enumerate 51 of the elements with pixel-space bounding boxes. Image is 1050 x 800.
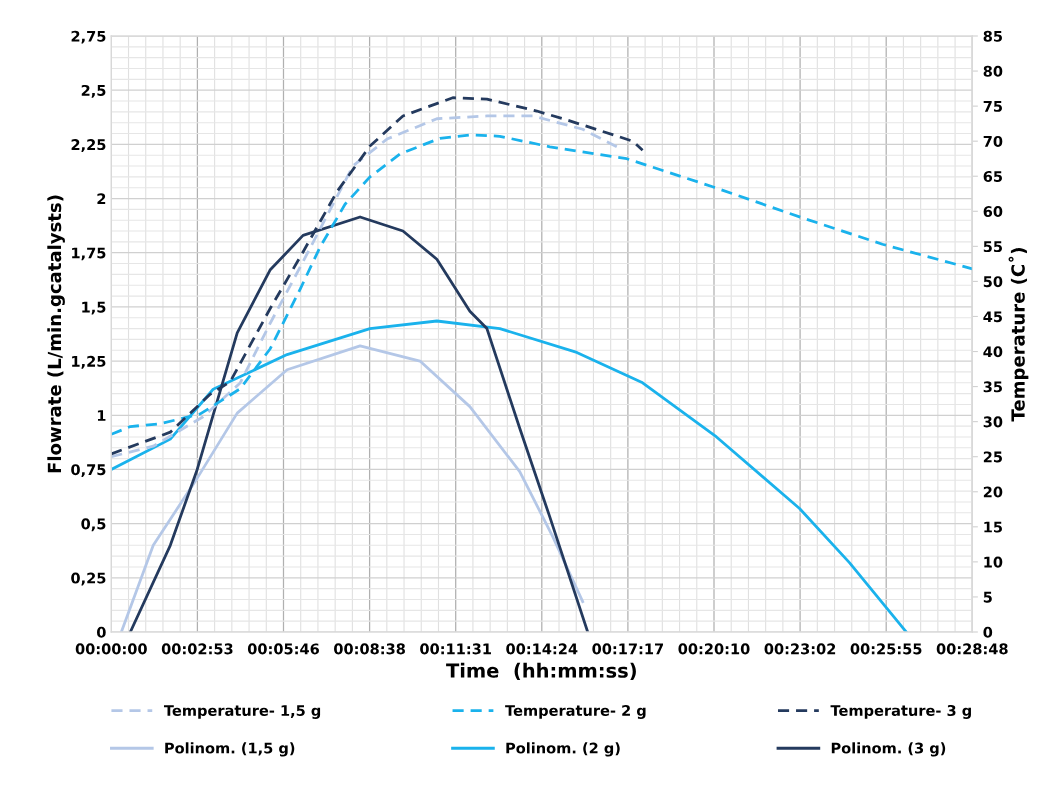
y-tick-label: 1 — [97, 410, 106, 421]
y-tick-label: 2,75 — [71, 30, 106, 44]
x-tick-label: 00:14:24 — [506, 643, 578, 655]
y2-tick-label: 65 — [983, 170, 1002, 182]
y-tick-label: 0,5 — [81, 518, 106, 532]
line-series — [119, 344, 585, 632]
x-tick-label: 00:11:31 — [420, 643, 491, 655]
y2-tick-label: 35 — [983, 381, 1002, 393]
x-tick-label: 00:05:46 — [247, 643, 319, 655]
y2-tick-label: 20 — [983, 486, 1003, 498]
legend-label: Polinom. (3 g) — [831, 742, 946, 757]
y2-tick-label: 0 — [983, 626, 993, 638]
y-tick-label: 1,5 — [82, 301, 106, 315]
y2-tick-label: 60 — [983, 206, 1003, 218]
x-tick-label: 00:02:53 — [161, 643, 233, 655]
legend-label: Polinom. (1,5 g) — [165, 742, 295, 757]
y-tick-label: 2,5 — [81, 84, 106, 98]
y-tick-label: 2,25 — [71, 139, 106, 152]
y2-tick-label: 80 — [983, 65, 1003, 77]
legend-label: Temperature- 3 g — [830, 704, 971, 719]
y2-tick-label: 5 — [983, 591, 992, 603]
y-tick-label: 0,75 — [71, 464, 106, 478]
legend-label: Temperature- 1,5 g — [163, 705, 321, 719]
x-tick-label: 00:23:02 — [764, 643, 836, 655]
x-tick-label: 00:00:00 — [75, 643, 147, 655]
x-tick-label: 00:28:48 — [936, 643, 1008, 655]
y2-tick-label: 45 — [983, 311, 1002, 323]
y2-tick-label: 30 — [983, 416, 1003, 428]
y2-tick-label: 50 — [983, 276, 1003, 288]
y2-tick-label: 85 — [983, 30, 1002, 42]
y2-axis-title: Temperature (C˚) — [1008, 248, 1029, 422]
y2-tick-label: 70 — [983, 135, 1003, 147]
y2-tick-label: 25 — [983, 451, 1002, 463]
y2-tick-label: 75 — [983, 101, 1002, 112]
legend-label: Temperature- 2 g — [505, 704, 646, 719]
y-tick-label: 1,75 — [72, 247, 106, 261]
x-tick-label: 00:08:38 — [334, 643, 405, 655]
x-axis-title: Time (hh:mm:ss) — [446, 662, 636, 681]
y2-tick-label: 10 — [984, 556, 1003, 568]
y-tick-label: 2 — [97, 193, 106, 205]
y2-tick-label: 55 — [983, 241, 1002, 253]
x-tick-label: 00:25:55 — [850, 643, 922, 655]
legend-label: Polinom. (2 g) — [506, 742, 620, 757]
y-tick-label: 0,25 — [71, 572, 106, 586]
y2-tick-label: 40 — [983, 346, 1003, 358]
y-tick-label: 1,25 — [72, 355, 106, 369]
y-tick-label: 0 — [96, 626, 106, 638]
x-tick-label: 00:20:10 — [678, 643, 750, 655]
x-tick-label: 00:17:17 — [592, 643, 664, 655]
y2-tick-label: 15 — [984, 521, 1002, 533]
y-axis-title: Flowrate (L/min.gcatalysts) — [47, 195, 65, 473]
